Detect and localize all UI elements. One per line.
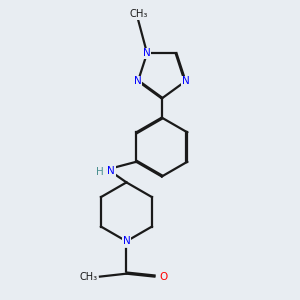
Text: N: N — [107, 166, 115, 176]
Text: CH₃: CH₃ — [79, 272, 97, 282]
Text: O: O — [160, 272, 168, 282]
Text: N: N — [134, 76, 142, 86]
Text: H: H — [96, 167, 103, 177]
Text: N: N — [182, 76, 190, 86]
Text: N: N — [143, 48, 151, 58]
Text: CH₃: CH₃ — [129, 9, 147, 19]
Text: N: N — [123, 236, 130, 246]
